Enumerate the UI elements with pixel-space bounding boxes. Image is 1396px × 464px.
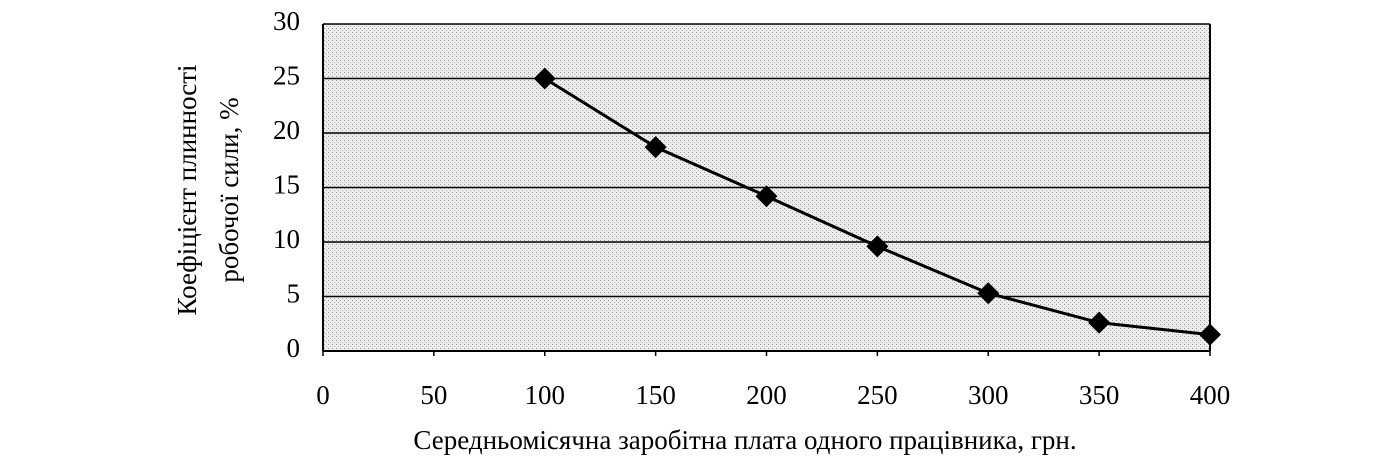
y-tick-label: 15 bbox=[273, 170, 300, 200]
x-tick-label: 400 bbox=[1190, 380, 1231, 410]
x-tick-label: 0 bbox=[316, 380, 330, 410]
data-point bbox=[533, 67, 556, 90]
data-point bbox=[977, 282, 1000, 305]
x-tick-label: 100 bbox=[525, 380, 566, 410]
y-tick-label: 25 bbox=[273, 61, 300, 91]
y-axis-title-line: робочої сили, % bbox=[214, 97, 244, 282]
y-tick-label: 20 bbox=[273, 115, 300, 145]
y-tick-label: 10 bbox=[273, 224, 300, 254]
x-tick-label: 300 bbox=[968, 380, 1009, 410]
y-tick-label: 5 bbox=[287, 279, 301, 309]
x-tick-label: 150 bbox=[635, 380, 676, 410]
y-tick-label: 30 bbox=[273, 6, 300, 36]
data-point bbox=[866, 235, 889, 258]
x-axis-title: Середньомісячна заробітна плата одного п… bbox=[413, 425, 1076, 455]
x-tick-label: 250 bbox=[857, 380, 898, 410]
x-tick-label: 50 bbox=[420, 380, 447, 410]
y-tick-label: 0 bbox=[287, 333, 301, 363]
data-point bbox=[1199, 323, 1221, 346]
y-axis-title: Коефіцієнт плинності робочої сили, % bbox=[172, 64, 244, 315]
x-tick-label: 350 bbox=[1079, 380, 1120, 410]
data-point bbox=[644, 136, 667, 159]
data-point bbox=[755, 185, 778, 208]
x-tick-label: 200 bbox=[746, 380, 787, 410]
y-axis-title-line: Коефіцієнт плинності bbox=[172, 64, 202, 315]
data-point bbox=[1088, 311, 1111, 334]
